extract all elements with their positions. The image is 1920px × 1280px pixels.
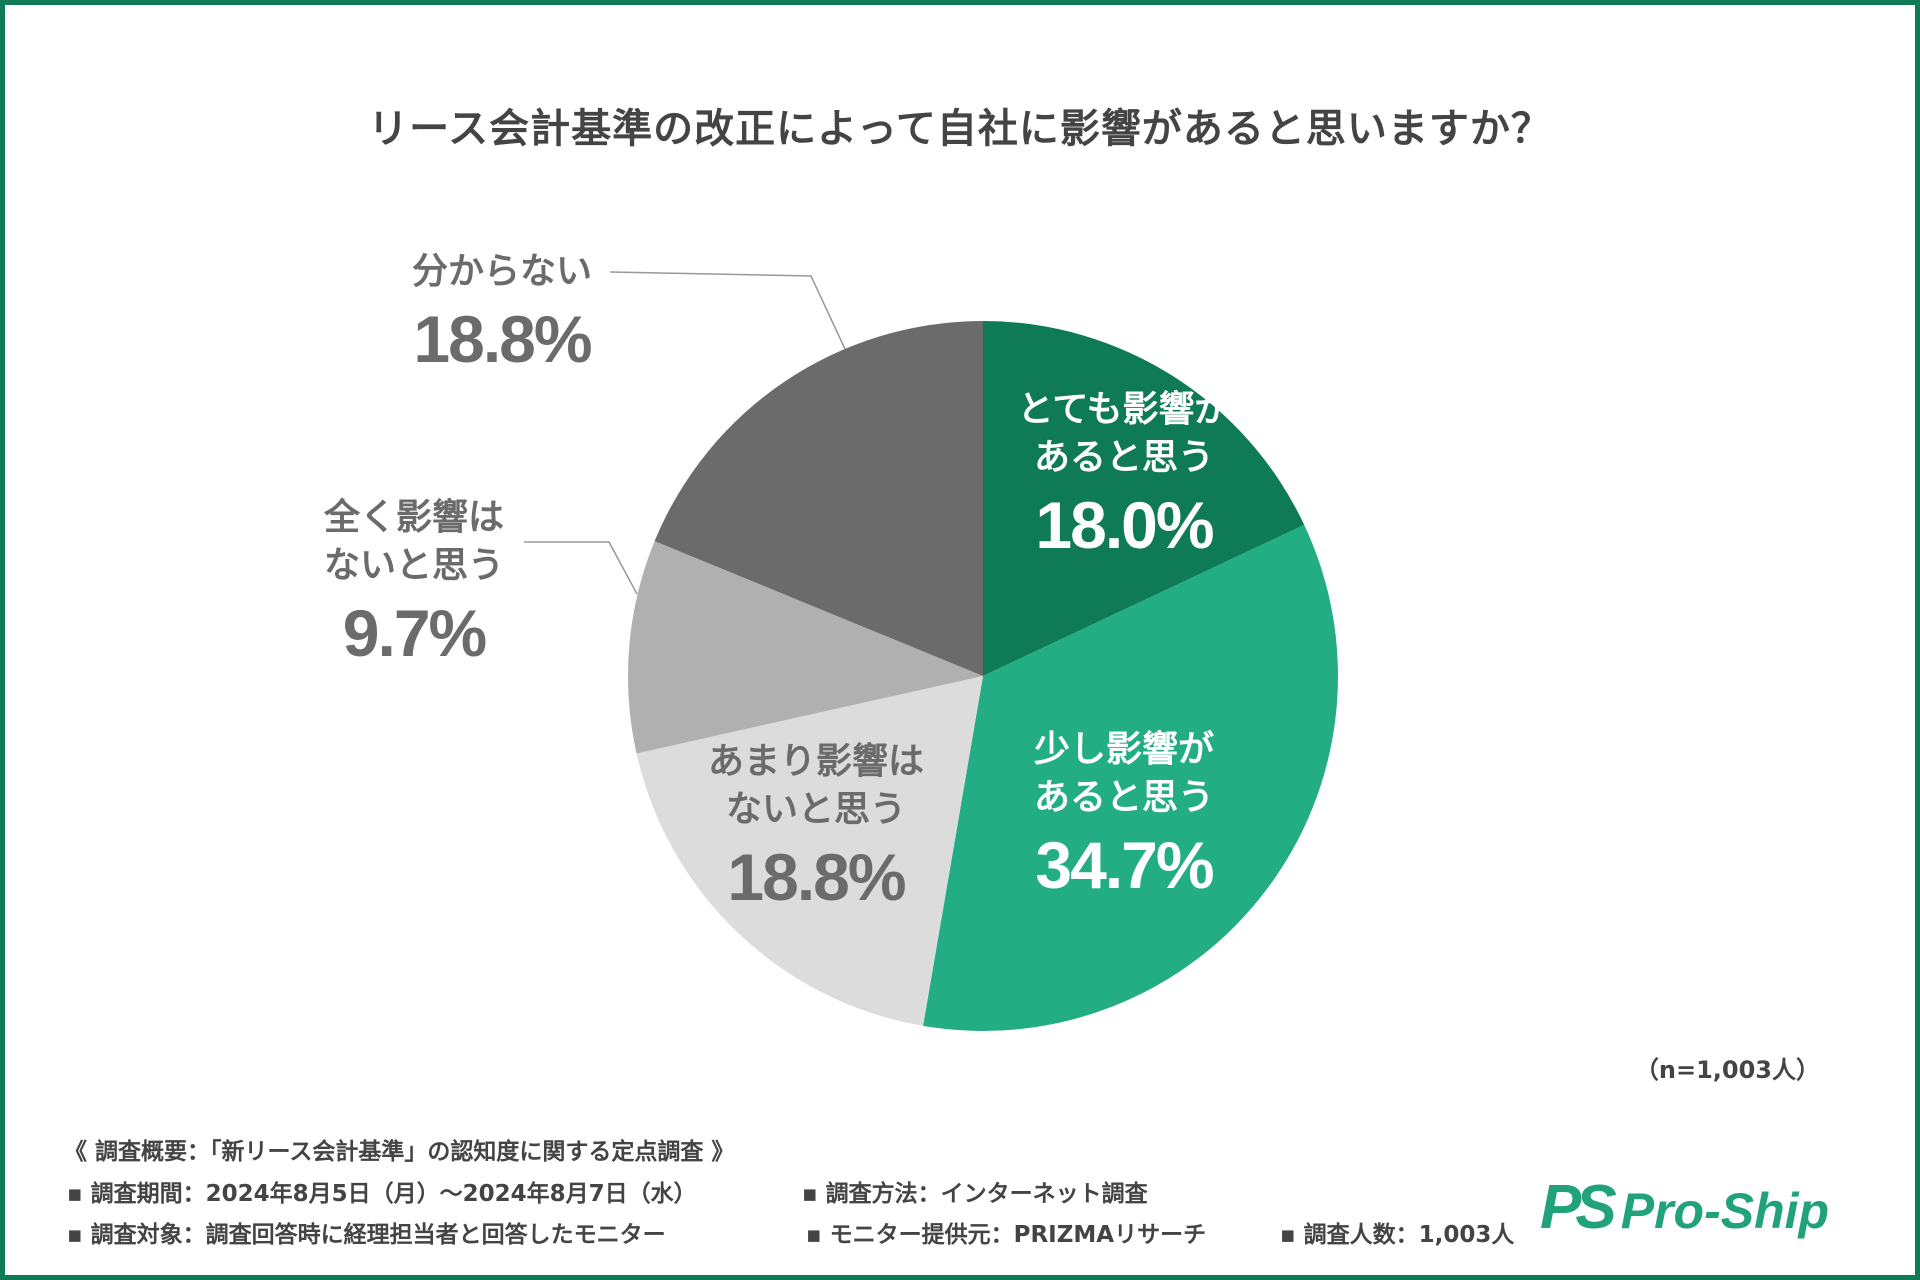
- slice-label-none: 全く影響は ないと思う 9.7%: [324, 494, 504, 676]
- slice-label-not-much: あまり影響は ないと思う 18.8%: [708, 738, 924, 920]
- survey-method: ▪ 調査方法：インターネット調査: [802, 1181, 1148, 1207]
- logo-name: Pro-Ship: [1620, 1183, 1830, 1239]
- label-value: 9.7%: [342, 596, 487, 670]
- label-line2: あると思う: [1033, 437, 1214, 478]
- survey-target: ▪ 調査対象：調査回答時に経理担当者と回答したモニター: [67, 1222, 666, 1248]
- slice-label-dont-know: 分からない 18.8%: [411, 248, 593, 382]
- survey-heading: 《 調査概要：「新リース会計基準」の認知度に関する定点調査 》: [64, 1139, 735, 1165]
- survey-count: ▪ 調査人数：1,003人: [1280, 1222, 1515, 1248]
- pie-slice-4: [654, 321, 983, 676]
- sample-size: （n=1,003人）: [1634, 1056, 1820, 1084]
- label-value: 18.8%: [413, 302, 592, 376]
- pie-slice-2: [636, 676, 983, 1026]
- label-line1: あまり影響は: [707, 741, 925, 782]
- label-value: 18.0%: [1035, 488, 1214, 562]
- logo-mark: PS: [1540, 1173, 1617, 1242]
- label-value: 18.8%: [727, 840, 906, 914]
- label-value: 34.7%: [1035, 828, 1214, 902]
- chart-title: リース会計基準の改正によって自社に影響があると思いますか？: [368, 106, 1552, 152]
- label-line2: ないと思う: [323, 545, 505, 586]
- leader-line-dont-know: [609, 271, 846, 350]
- slice-label-somewhat: 少し影響が あると思う 34.7%: [1033, 726, 1215, 908]
- label-line1: 全く影響は: [323, 497, 505, 538]
- slice-label-very: とても影響が あると思う 18.0%: [1017, 386, 1230, 568]
- label-line1: 少し影響が: [1033, 729, 1215, 770]
- survey-provider: ▪ モニター提供元：PRIZMAリサーチ: [806, 1222, 1207, 1248]
- label-line1: 分からない: [411, 251, 593, 292]
- label-line1: とても影響が: [1017, 389, 1231, 430]
- pie-slice-3: [627, 541, 983, 754]
- survey-period: ▪ 調査期間：2024年8月5日（月）〜2024年8月7日（水）: [67, 1181, 697, 1207]
- label-line2: ないと思う: [725, 789, 907, 830]
- pie-slice-0: [983, 321, 1305, 676]
- pie-slice-1: [923, 524, 1338, 1031]
- pro-ship-logo: PS Pro-Ship: [1540, 1172, 1829, 1243]
- leader-line-no-impact: [524, 541, 638, 595]
- label-line2: あると思う: [1033, 777, 1215, 818]
